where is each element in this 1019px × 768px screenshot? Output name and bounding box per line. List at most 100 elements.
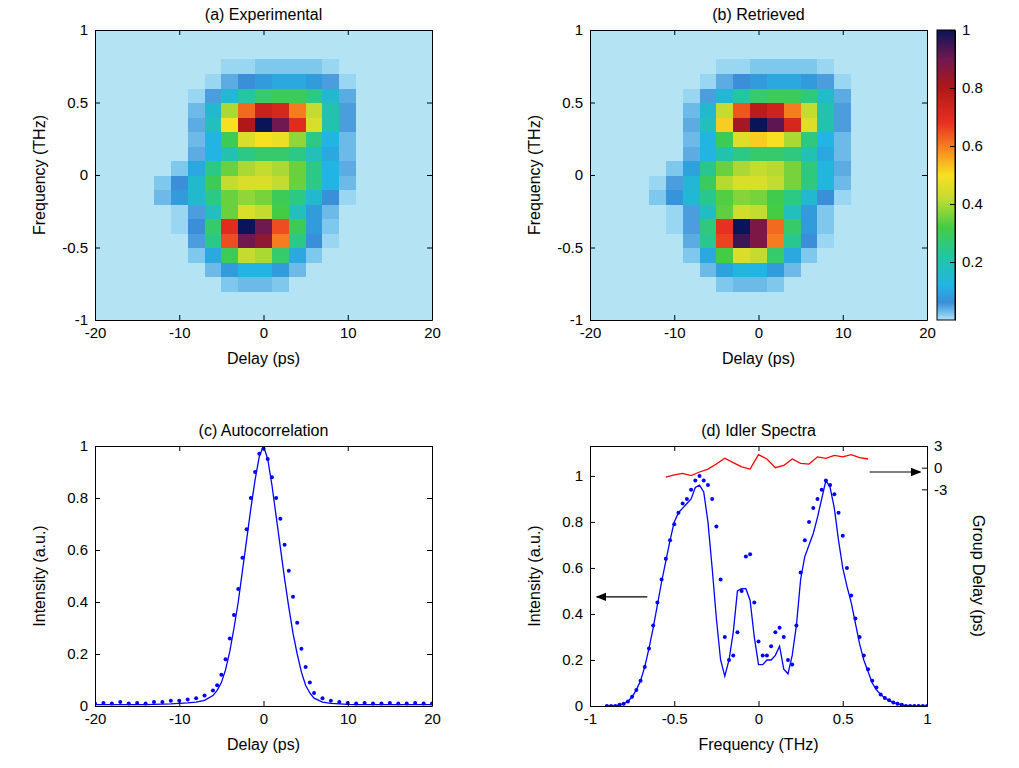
tick-label: 10	[340, 324, 357, 341]
heatmap-cell	[356, 204, 373, 219]
heatmap-cell	[289, 132, 306, 147]
heatmap-cell	[716, 103, 733, 118]
heatmap-cell	[649, 175, 666, 190]
y-axis-right	[922, 31, 928, 321]
data-point	[719, 577, 723, 581]
data-point	[329, 699, 333, 703]
heatmap-cell	[255, 277, 272, 292]
tick-label: 20	[424, 324, 441, 341]
data-point	[118, 700, 122, 704]
tick-label: 1	[575, 21, 583, 38]
y-axis-right	[427, 31, 433, 321]
data-point	[752, 600, 756, 604]
heatmap-cell	[784, 59, 801, 74]
tick	[427, 446, 432, 447]
heatmap-cell	[683, 277, 700, 292]
heatmap-cell	[356, 59, 373, 74]
x-axis-title: Delay (ps)	[227, 736, 300, 753]
heatmap-cell	[666, 88, 683, 103]
heatmap-cell	[851, 175, 868, 190]
heatmap-cell	[834, 233, 851, 248]
tick-label: 0.4	[962, 195, 983, 212]
heatmap-cell	[339, 219, 356, 234]
heatmap-cell	[851, 204, 868, 219]
heatmap-cell	[255, 190, 272, 205]
heatmap-cell	[716, 233, 733, 248]
heatmap-cell	[255, 248, 272, 263]
tick-label: 0.5	[562, 94, 583, 111]
tick-label: 0	[934, 459, 942, 476]
heatmap-cell	[339, 117, 356, 132]
plot-background	[95, 30, 432, 320]
heatmap-cell	[784, 132, 801, 147]
heatmap-cell	[306, 132, 323, 147]
data-point	[291, 595, 295, 599]
data-point	[845, 566, 849, 570]
data-point	[295, 621, 299, 625]
heatmap-cell	[356, 219, 373, 234]
heatmap-cell	[750, 132, 767, 147]
tick-mark	[674, 701, 675, 706]
heatmap-cell	[238, 132, 255, 147]
heatmap-cell	[851, 190, 868, 205]
heatmap-cell	[205, 146, 222, 161]
x-axis-title: Delay (ps)	[227, 350, 300, 367]
heatmap-cell	[238, 88, 255, 103]
heatmap-cell	[817, 88, 834, 103]
tick-label: 0.8	[962, 79, 983, 96]
heatmap-cell	[322, 175, 339, 190]
heatmap-cell	[649, 262, 666, 277]
heatmap-cell	[666, 277, 683, 292]
data-point	[304, 665, 308, 669]
tick-label: 0.2	[562, 651, 583, 668]
tick-mark	[95, 30, 100, 31]
tick	[427, 30, 432, 31]
tick-mark	[590, 660, 595, 661]
tick: 10	[340, 701, 357, 727]
tick: 0.2	[950, 253, 983, 270]
heatmap-cell	[767, 59, 784, 74]
y-axis-right	[427, 447, 433, 707]
heatmap-cell	[306, 248, 323, 263]
y-axis-title: Frequency (THz)	[526, 115, 543, 235]
tick: 0.5	[562, 94, 595, 111]
data-point	[841, 534, 845, 538]
heatmap-cell	[306, 161, 323, 176]
heatmap-cell	[339, 103, 356, 118]
heatmap-cell	[221, 190, 238, 205]
tick-label: 20	[424, 710, 441, 727]
heatmap-cell	[221, 262, 238, 277]
tick-mark	[348, 30, 349, 35]
heatmap-cell	[683, 74, 700, 89]
heatmap-cell	[221, 132, 238, 147]
panel-title: (d) Idler Spectra	[701, 422, 816, 439]
heatmap-cell	[700, 277, 717, 292]
heatmap-cell	[733, 204, 750, 219]
tick: -0.5	[662, 701, 688, 727]
heatmap-cell	[322, 59, 339, 74]
tick-mark	[427, 498, 432, 499]
tick	[348, 446, 349, 451]
tick-mark	[95, 654, 100, 655]
heatmap-cell	[767, 132, 784, 147]
tick-label: 0.8	[562, 513, 583, 530]
x-axis-top	[96, 446, 433, 451]
heatmap-cell	[700, 204, 717, 219]
heatmap-cell	[221, 161, 238, 176]
data-line	[666, 455, 868, 477]
plot-background	[590, 30, 927, 320]
heatmap-cell	[683, 132, 700, 147]
heatmap-cell	[205, 74, 222, 89]
heatmap-cell	[205, 262, 222, 277]
panel: -20-1001020-1-0.500.51(b) RetrievedDelay…	[526, 6, 983, 367]
heatmap-cell	[649, 219, 666, 234]
heatmap-cell	[205, 132, 222, 147]
heatmap-cell	[356, 233, 373, 248]
heatmap-cell	[171, 161, 188, 176]
panel: -20-100102000.20.40.60.81(c) Autocorrela…	[31, 422, 441, 753]
heatmap-cell	[221, 233, 238, 248]
heatmap-cell	[817, 59, 834, 74]
plot-background	[95, 446, 432, 706]
tick-mark	[95, 550, 100, 551]
heatmap-cell	[255, 262, 272, 277]
